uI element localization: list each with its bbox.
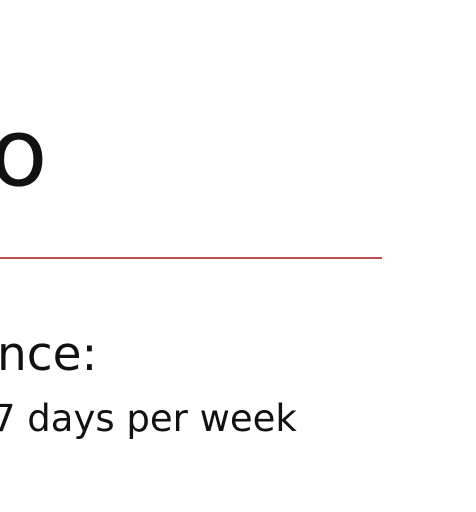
detail-text-line: 7 days per week: [0, 397, 297, 440]
title-divider: [0, 257, 382, 259]
slide-title-fragment: o: [0, 99, 48, 208]
section-heading-fragment: nce:: [0, 327, 98, 382]
